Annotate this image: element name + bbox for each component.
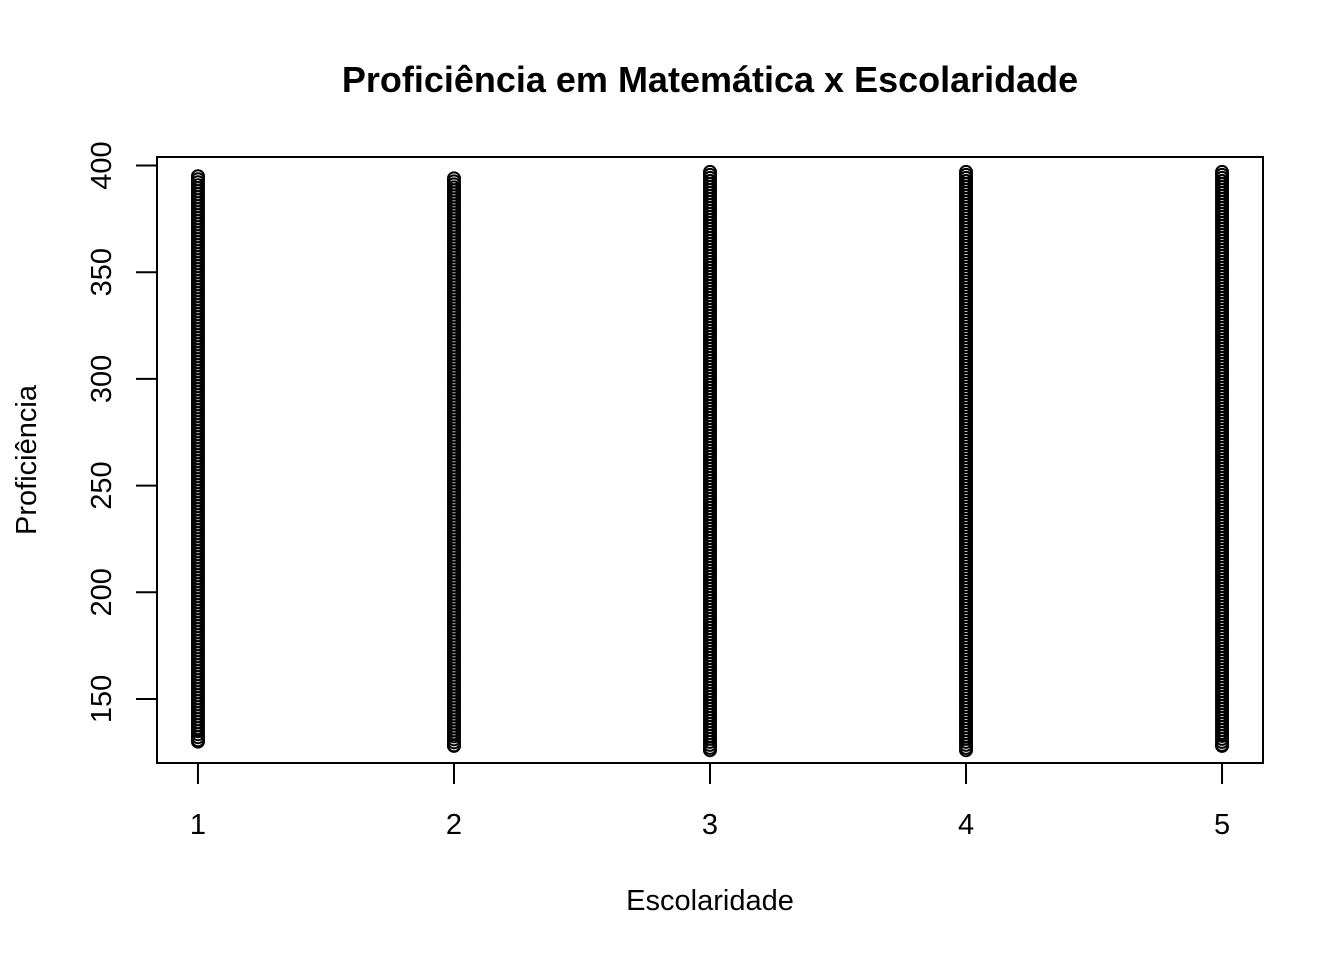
data-point [959, 743, 974, 758]
x-tick-label: 2 [446, 809, 462, 841]
data-point [190, 734, 205, 749]
y-tick-label: 350 [86, 248, 118, 296]
data-point [703, 743, 717, 758]
y-axis-label: Proficiência [11, 384, 43, 535]
data-points [190, 164, 1230, 758]
x-tick-label: 5 [1214, 809, 1230, 841]
data-point [446, 738, 461, 753]
y-tick-label: 150 [86, 675, 118, 723]
chart-title: Proficiência em Matemática x Escolaridad… [342, 59, 1078, 100]
data-point [1215, 738, 1230, 753]
x-axis-label: Escolaridade [626, 885, 794, 917]
y-tick-label: 400 [86, 141, 118, 189]
y-axis: 150 200 250 300 350 400 [86, 141, 158, 723]
point-column [703, 164, 717, 758]
point-column [1215, 164, 1230, 753]
y-tick-label: 250 [86, 461, 118, 509]
x-tick-label: 1 [190, 809, 206, 841]
point-column [190, 169, 205, 749]
x-axis: 1 2 3 4 5 [190, 762, 1230, 841]
x-tick-label: 3 [702, 809, 718, 841]
y-tick-label: 300 [86, 355, 118, 403]
x-tick-label: 4 [958, 809, 974, 841]
point-column [959, 164, 974, 758]
y-tick-label: 200 [86, 568, 118, 616]
point-column [446, 171, 461, 753]
